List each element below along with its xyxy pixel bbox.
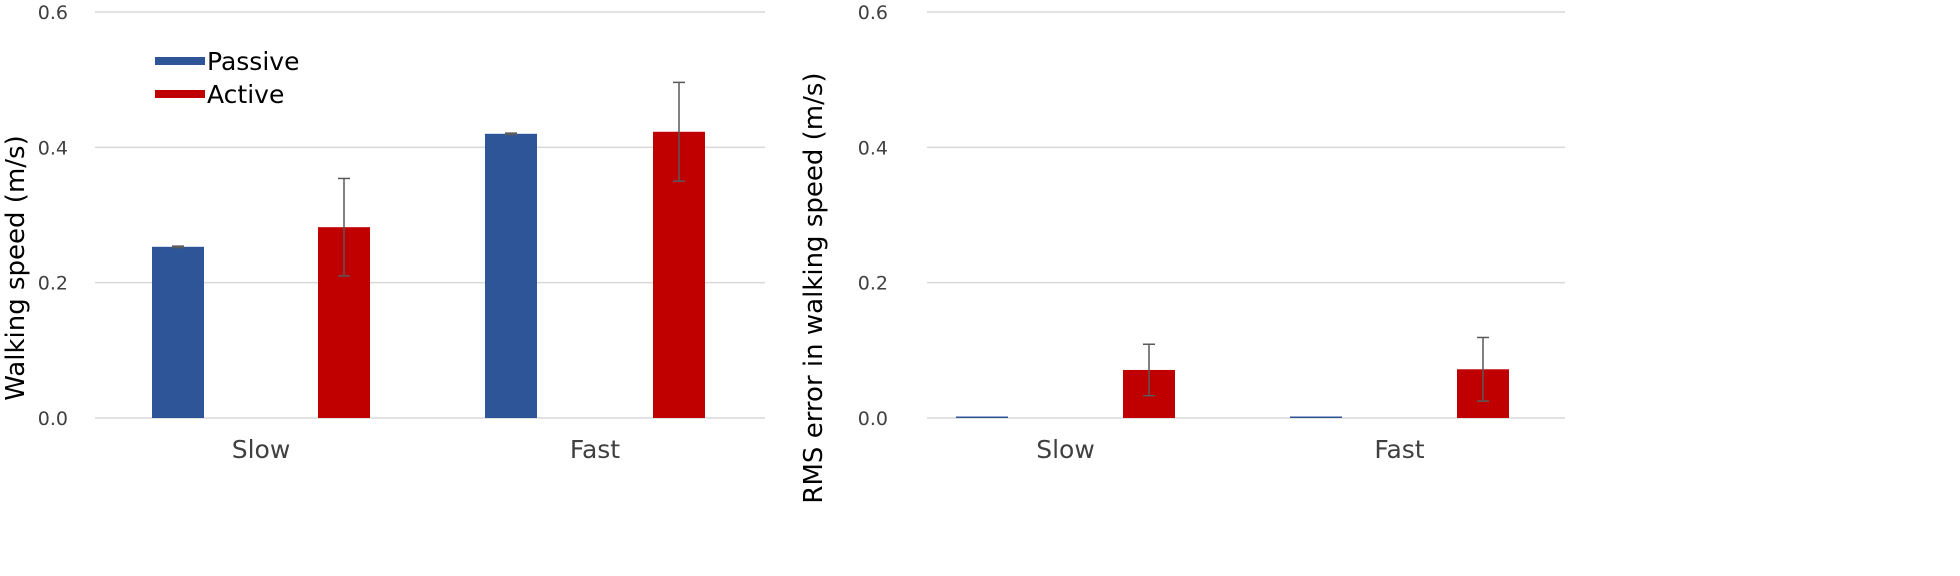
legend-label-active: Active [207,80,284,109]
bar-passive-slow [152,246,204,418]
legend: Passive Active [155,47,299,109]
y-tick-label: 0.6 [858,2,888,24]
y-tick-label: 0.2 [38,273,68,295]
legend-label-passive: Passive [207,47,299,76]
category-label-fast: Fast [1374,435,1424,464]
legend-swatch-passive [155,57,205,65]
right-chart: RMS error in walking speed (m/s) 0.00.20… [799,2,1565,504]
bar-passive-slow [956,416,1008,418]
left-y-tick-labels: 0.0 0.2 0.4 0.6 [38,2,68,430]
error-bar-active-fast [673,81,685,182]
error-bar-active-fast [1477,336,1489,402]
y-tick-label: 0.0 [858,408,888,430]
error-bar-passive-fast [505,132,517,136]
left-y-axis-label: Walking speed (m/s) [1,135,31,400]
y-tick-label: 0.4 [38,137,68,159]
bar-passive-fast [1290,416,1342,418]
right-category-labels: Slow Fast [1036,435,1425,464]
error-bar-passive-slow [172,245,184,249]
bar-passive-fast [485,133,537,419]
left-bars [152,81,705,419]
category-label-slow: Slow [1036,435,1095,464]
legend-swatch-active [155,90,205,98]
error-bar-active-slow [1143,343,1155,397]
right-y-axis-label: RMS error in walking speed (m/s) [799,72,829,503]
right-y-tick-labels: 0.0 0.2 0.4 0.6 [858,2,888,430]
left-category-labels: Slow Fast [232,435,621,464]
right-gridlines [927,11,1565,419]
y-tick-label: 0.2 [858,273,888,295]
y-tick-label: 0.6 [38,2,68,24]
y-tick-label: 0.0 [38,408,68,430]
right-bars [956,336,1509,418]
y-tick-label: 0.4 [858,137,888,159]
error-bar-active-slow [338,177,350,277]
left-chart: Walking speed (m/s) 0.0 0.2 0.4 0.6 Slow Fas… [1,2,765,464]
category-label-slow: Slow [232,435,291,464]
category-label-fast: Fast [570,435,620,464]
